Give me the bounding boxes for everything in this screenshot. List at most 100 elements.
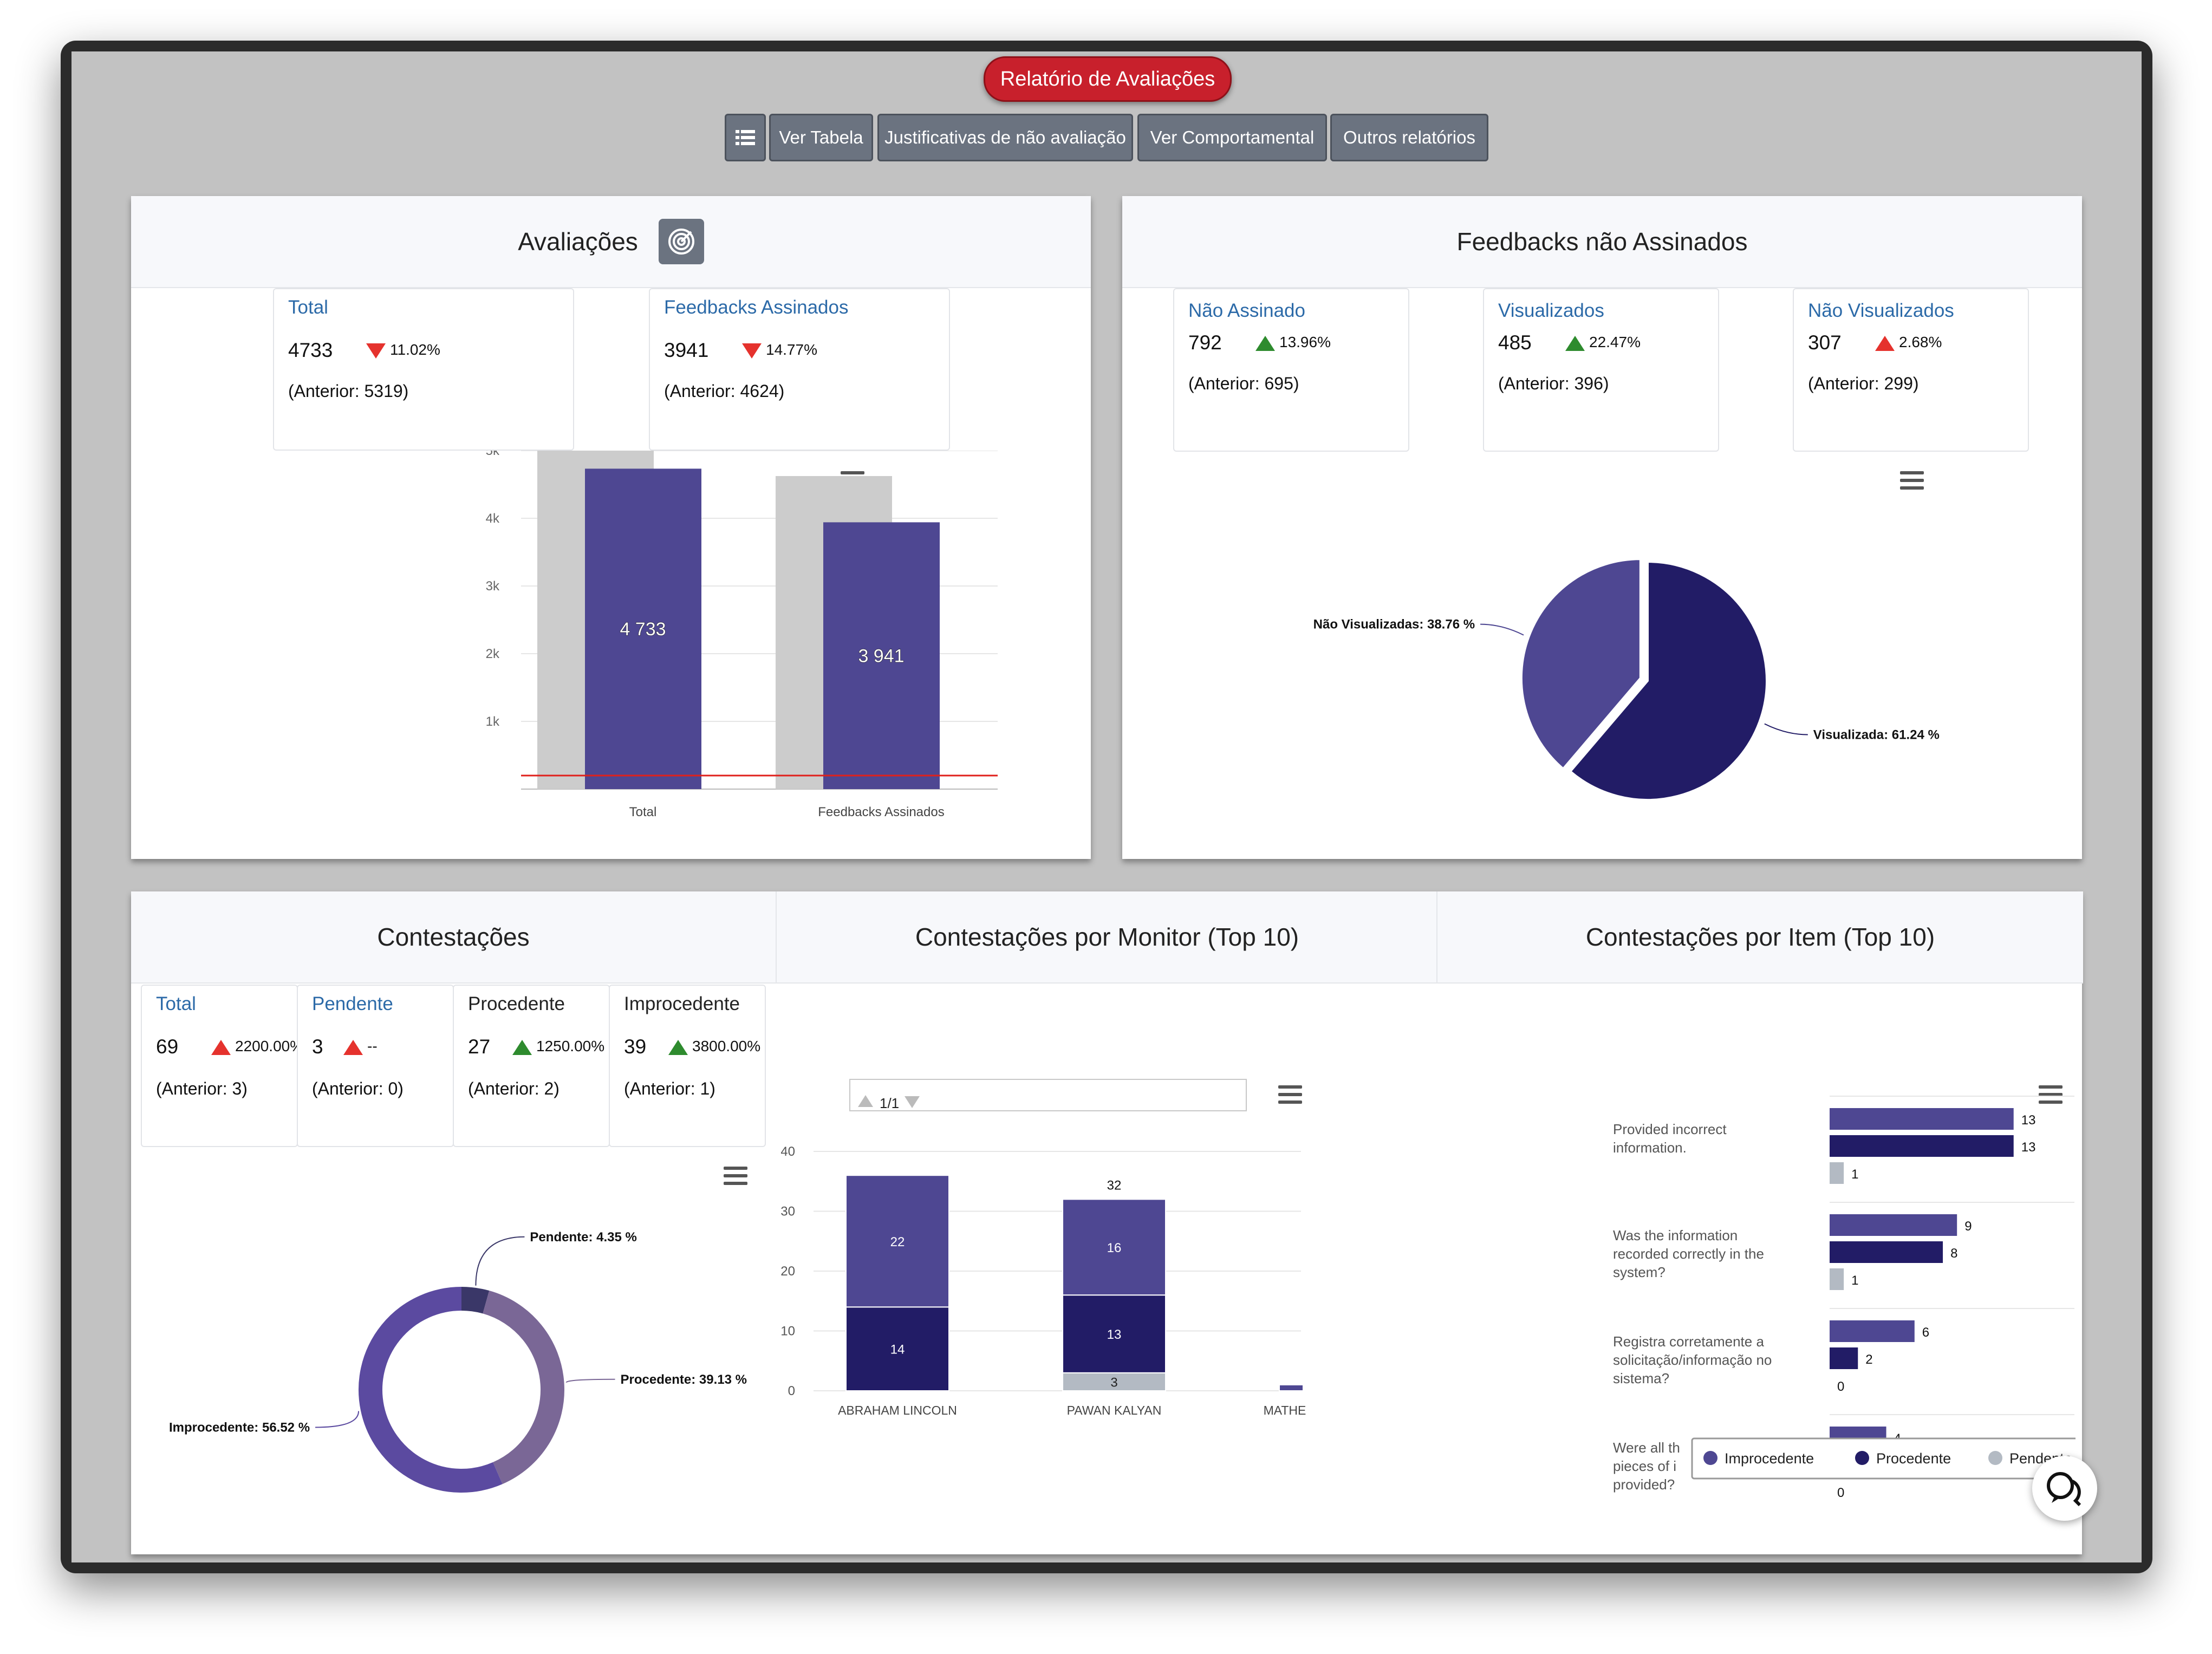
pie-label-connector [1764,723,1808,735]
trend-up-icon [512,1039,532,1055]
stacked-bar-segment [1279,1384,1304,1392]
pie-data-label: Visualizada: 61.24 % [1813,728,1940,743]
donut-label-connector [565,1378,615,1383]
monitor-title: Contestações por Monitor (Top 10) [915,923,1299,951]
hbar-data-label: 9 [1964,1219,1972,1234]
y-tick-label: Were all th [1613,1440,1680,1456]
pager-box: 1/1 [849,1079,1247,1111]
ver-tabela-button[interactable]: Ver Tabela [769,114,873,161]
pager-prev-icon[interactable] [858,1095,873,1107]
feedbacks-panel: Feedbacks não Assinados Não Assinado 792… [1122,196,2082,859]
y-tick-label: 10 [781,1324,795,1339]
feedbacks-title: Feedbacks não Assinados [1456,227,1748,256]
card-pct: 1250.00% [536,1038,605,1054]
card-pct: -- [367,1038,378,1054]
card-anterior: (Anterior: 2) [468,1079,559,1098]
legend-marker [1855,1451,1869,1465]
card-anterior: (Anterior: 396) [1498,374,1609,393]
legend-marker [1988,1451,2002,1465]
donut-label-connector [315,1411,360,1428]
item-title: Contestações por Item (Top 10) [1585,923,1935,951]
card-pct: 13.96% [1279,334,1331,350]
list-view-button[interactable] [725,114,766,161]
contestacao-total-card: Total 69 2200.00% (Anterior: 3) [141,985,298,1147]
justificativas-button[interactable]: Justificativas de não avaliação [877,114,1133,161]
nao-visualizados-card: Não Visualizados 307 2.68% (Anterior: 29… [1793,288,2029,452]
y-tick-label: system? [1613,1264,1665,1280]
y-tick-label: information. [1613,1139,1687,1156]
trend-up-icon [211,1039,231,1055]
card-label: Feedbacks Assinados [664,297,849,318]
card-value: 39 [624,1036,647,1058]
chart-menu-icon[interactable] [1278,1085,1302,1104]
chart-menu-icon[interactable] [2039,1085,2063,1104]
hbar [1830,1347,1858,1369]
pager-next-icon[interactable] [905,1096,920,1108]
segment-data-label: 14 [890,1343,905,1357]
donut-data-label: Procedente: 39.13 % [621,1372,747,1387]
legend-box [1691,1437,2076,1480]
card-value: 485 [1498,331,1532,354]
card-pct: 22.47% [1589,334,1641,350]
contestacao-improcedente-card: Improcedente 39 3800.00% (Anterior: 1) [609,985,766,1147]
card-anterior: (Anterior: 3) [156,1079,248,1098]
card-anterior: (Anterior: 1) [624,1079,715,1098]
x-tick-label: PAWAN KALYAN [1067,1403,1162,1417]
hbar [1830,1268,1844,1290]
hbar-data-label: 1 [1851,1167,1858,1182]
ver-comportamental-button[interactable]: Ver Comportamental [1137,114,1327,161]
trend-up-icon [1565,335,1585,351]
monitor-header: Contestações por Monitor (Top 10) [776,891,1437,984]
chart-menu-icon[interactable] [724,1167,747,1185]
card-pct: 2200.00% [235,1038,298,1054]
donut-data-label: Improcedente: 56.52 % [169,1420,310,1435]
legend-item: Improcedente [1725,1450,1814,1467]
y-tick-label: 0 [788,1384,795,1398]
trend-up-icon [668,1039,688,1055]
legend-item: Procedente [1876,1450,1951,1467]
y-tick-label: recorded correctly in the [1613,1246,1764,1262]
card-label: Total [288,297,328,318]
segment-data-label: 13 [1107,1327,1122,1342]
y-tick-label: 1k [486,714,500,729]
total-data-label: 32 [1107,1178,1122,1193]
card-anterior: (Anterior: 0) [312,1079,404,1098]
hbar-data-label: 2 [1865,1352,1872,1367]
donut-data-label: Pendente: 4.35 % [530,1230,636,1245]
report-title: Relatório de Avaliações [984,56,1232,102]
x-tick-label: Feedbacks Assinados [818,805,944,819]
y-tick-label: Registra corretamente a [1613,1333,1764,1350]
card-value: 3941 [664,339,709,361]
avaliacoes-panel: Avaliações Total 4733 11.02% (Anterior: … [131,196,1091,859]
item-header: Contestações por Item (Top 10) [1436,891,2083,984]
card-value: 792 [1188,331,1222,354]
chat-button[interactable] [2032,1456,2097,1521]
card-anterior: (Anterior: 5319) [288,381,409,401]
card-anterior: (Anterior: 695) [1188,374,1299,393]
hbar-data-label: 6 [1922,1325,1929,1340]
pie-slice [1520,558,1642,771]
trend-up-icon [1875,335,1895,351]
y-tick-label: provided? [1613,1476,1675,1493]
card-label: Pendente [312,993,393,1014]
y-tick-label: solicitação/informação no [1613,1352,1772,1368]
x-tick-label: MATHE [1264,1403,1306,1417]
card-label: Não Assinado [1188,300,1305,321]
donut-label-connector [475,1236,525,1286]
pie-slice [1569,560,1768,801]
card-pct: 14.77% [766,341,817,358]
chart-menu-icon[interactable] [1900,471,1924,490]
hbar [1830,1108,2014,1130]
outros-relatorios-button[interactable]: Outros relatórios [1330,114,1488,161]
target-icon[interactable] [658,219,704,264]
visualizados-card: Visualizados 485 22.47% (Anterior: 396) [1483,288,1719,452]
hbar [1830,1214,1957,1236]
card-anterior: (Anterior: 4624) [664,381,785,401]
segment-data-label: 22 [890,1235,905,1249]
feedbacks-pie-chart: Visualizada: 61.24 % Não Visualizadas: 38… [1313,558,1940,801]
avaliacoes-header: Avaliações [131,196,1091,288]
item-horizontal-chart: Provided incorrect information. 13 13 1 Was t… [1613,1096,2076,1500]
x-tick-label: Total [629,805,657,819]
contestacoes-panel: Contestações Contestações por Monitor (T… [131,891,2083,1554]
card-pct: 2.68% [1899,334,1942,350]
